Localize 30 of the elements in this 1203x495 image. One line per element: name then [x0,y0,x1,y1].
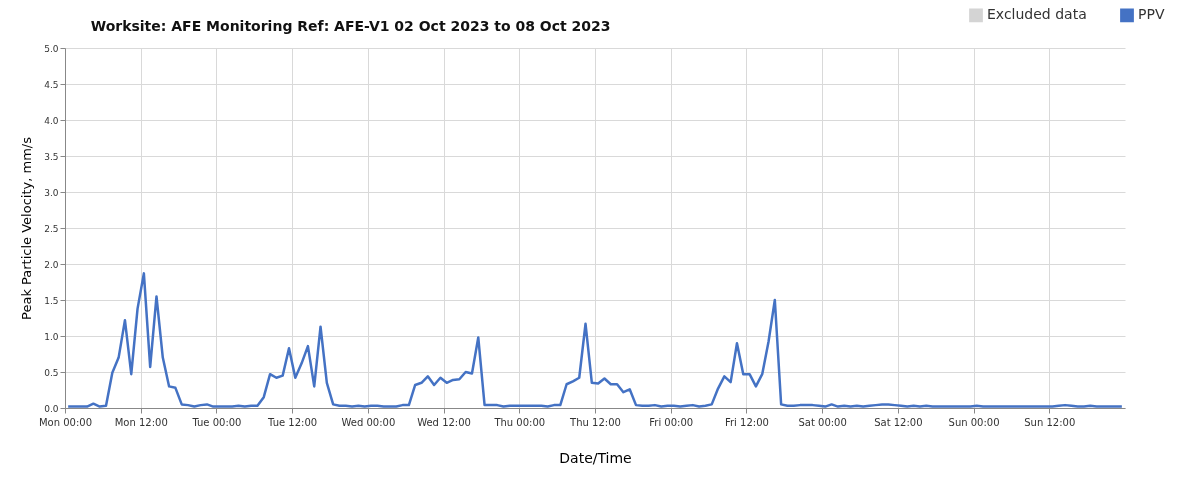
x-tick-label: Fri 00:00 [649,416,694,428]
legend-label: PPV [1138,6,1165,23]
y-tick-label: 0.5 [44,367,59,378]
legend-label: Excluded data [987,6,1087,23]
y-tick-label: 5.0 [44,43,59,54]
x-tick-label: Wed 00:00 [341,416,396,428]
x-tick-label: Tue 00:00 [191,416,242,428]
y-tick-label: 3.0 [44,187,59,198]
x-axis-title: Date/Time [559,449,632,466]
x-tick-label: Sat 12:00 [874,416,923,428]
y-axis-title: Peak Particle Velocity, mm/s [19,136,35,320]
y-tick-label: 1.5 [44,295,59,306]
x-tick-label: Thu 00:00 [493,416,546,428]
y-tick-label: 2.0 [44,259,59,270]
x-tick-label: Mon 00:00 [38,416,93,428]
x-tick-label: Thu 12:00 [569,416,621,428]
y-tick-label: 4.5 [44,79,59,90]
y-tick-label: 1.0 [44,331,59,342]
x-tick-label: Sun 12:00 [1024,416,1076,428]
x-tick-label: Sun 00:00 [948,416,1000,428]
y-tick-label: 2.5 [44,223,59,234]
y-tick-label: 3.5 [44,151,59,162]
y-tick-label: 4.0 [44,115,59,126]
x-tick-label: Tue 12:00 [267,416,318,428]
x-tick-label: Sat 00:00 [798,416,847,428]
x-tick-label: Fri 12:00 [724,416,769,428]
x-tick-label: Wed 12:00 [417,416,471,428]
chart-title: Worksite: AFE Monitoring Ref: AFE-V1 02 Oct 2023 to 08 Oct 2023 [90,18,611,34]
x-tick-label: Mon 12:00 [114,416,168,428]
y-tick-label: 0.0 [44,403,59,414]
